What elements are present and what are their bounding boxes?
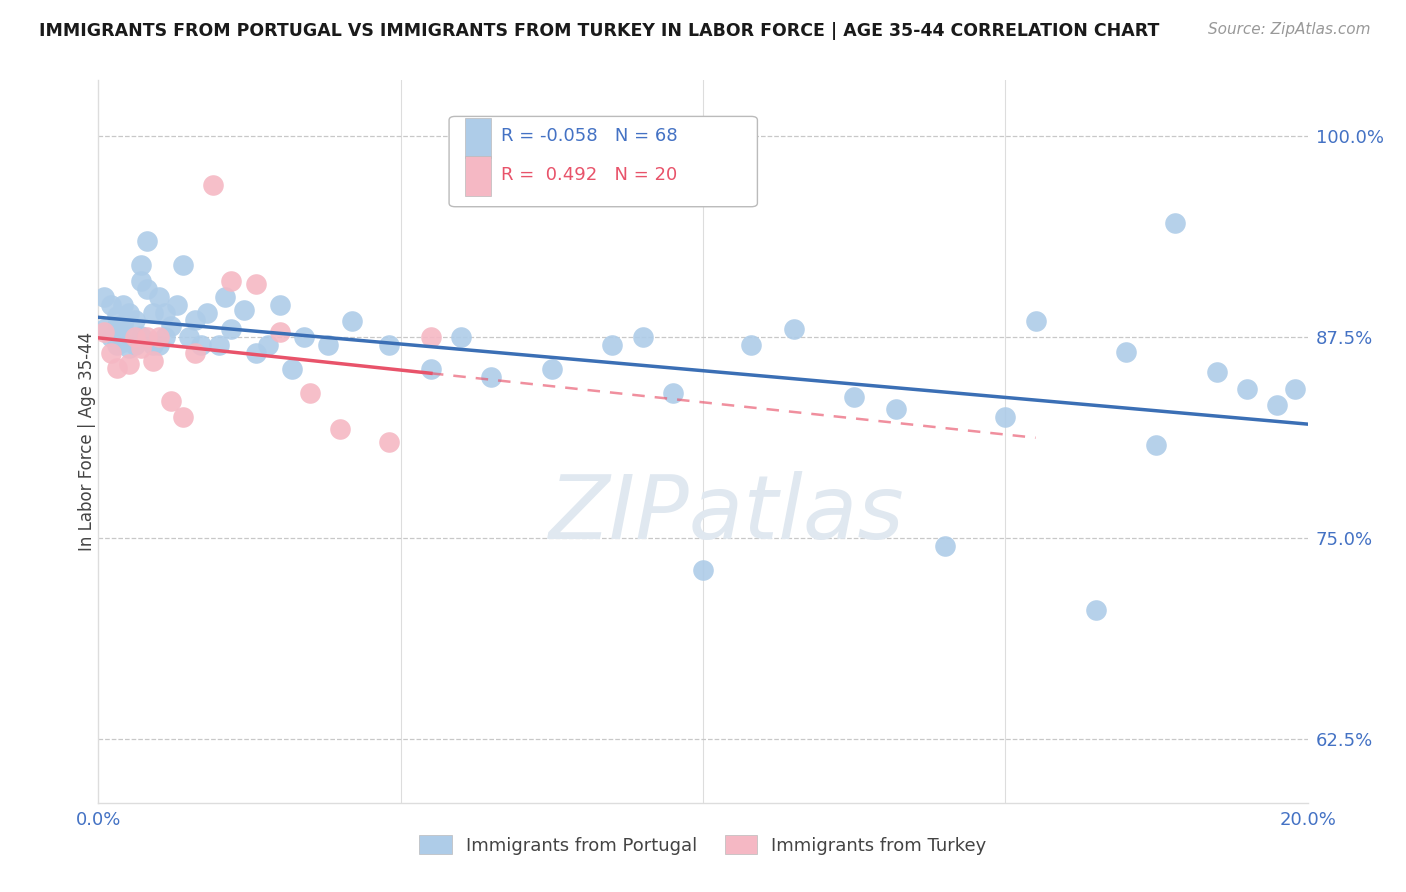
Point: [1024, 314, 1046, 328]
Text: IMMIGRANTS FROM PORTUGAL VS IMMIGRANTS FROM TURKEY IN LABOR FORCE | AGE 35-44 CO: IMMIGRANTS FROM PORTUGAL VS IMMIGRANTS F…: [39, 22, 1160, 40]
Point: [245, 277, 267, 292]
Point: [934, 539, 956, 553]
Point: [661, 386, 683, 401]
Point: [124, 338, 146, 352]
FancyBboxPatch shape: [465, 156, 492, 196]
Point: [100, 330, 122, 344]
Point: [1206, 366, 1229, 380]
Point: [994, 410, 1017, 425]
Point: [184, 312, 207, 326]
Point: [692, 563, 714, 577]
Point: [256, 338, 278, 352]
Point: [93, 322, 115, 336]
Point: [844, 390, 866, 404]
Point: [153, 306, 176, 320]
Point: [172, 258, 194, 272]
Point: [602, 338, 624, 352]
Point: [118, 358, 141, 372]
Point: [316, 338, 339, 352]
Point: [783, 322, 806, 336]
Point: [148, 338, 170, 352]
Point: [1284, 382, 1306, 396]
Text: R = -0.058   N = 68: R = -0.058 N = 68: [501, 127, 678, 145]
Point: [135, 330, 157, 344]
Point: [129, 274, 152, 288]
Point: [179, 330, 201, 344]
Point: [342, 314, 364, 328]
Point: [124, 330, 146, 344]
Point: [100, 346, 122, 360]
Point: [540, 362, 562, 376]
Point: [129, 258, 152, 272]
Point: [166, 298, 188, 312]
Legend: Immigrants from Portugal, Immigrants from Turkey: Immigrants from Portugal, Immigrants fro…: [413, 830, 993, 860]
Point: [1144, 438, 1167, 452]
Point: [214, 290, 236, 304]
Point: [269, 298, 291, 312]
Point: [377, 338, 399, 352]
Point: [129, 328, 152, 343]
Point: [129, 342, 152, 356]
Point: [142, 338, 165, 352]
Point: [118, 306, 141, 320]
Point: [740, 338, 762, 352]
Point: [184, 346, 207, 360]
Point: [93, 326, 115, 340]
Text: ZIPatlas: ZIPatlas: [550, 471, 905, 557]
Point: [111, 318, 134, 332]
Text: Source: ZipAtlas.com: Source: ZipAtlas.com: [1208, 22, 1371, 37]
Point: [153, 330, 176, 344]
Point: [202, 178, 225, 192]
Point: [481, 370, 503, 384]
Point: [142, 306, 165, 320]
Point: [1163, 216, 1185, 230]
Point: [377, 434, 399, 449]
Point: [105, 318, 128, 333]
Point: [135, 234, 157, 248]
Point: [292, 330, 315, 344]
Point: [118, 330, 141, 344]
Point: [105, 338, 128, 352]
Point: [142, 354, 165, 368]
Point: [160, 394, 183, 409]
Point: [631, 330, 654, 344]
Point: [148, 330, 170, 344]
Point: [100, 298, 122, 312]
Point: [124, 312, 146, 326]
Point: [105, 310, 128, 324]
Point: [1236, 382, 1258, 396]
Point: [190, 338, 212, 352]
Point: [172, 410, 194, 425]
Point: [195, 306, 218, 320]
Point: [118, 342, 141, 356]
Point: [1267, 398, 1289, 412]
Point: [245, 346, 267, 360]
Point: [281, 362, 304, 376]
Point: [221, 322, 243, 336]
Text: R =  0.492   N = 20: R = 0.492 N = 20: [501, 166, 678, 184]
Point: [105, 360, 128, 375]
Point: [221, 274, 243, 288]
Point: [111, 334, 134, 349]
Point: [420, 330, 443, 344]
Point: [1115, 344, 1137, 359]
FancyBboxPatch shape: [449, 117, 758, 207]
Point: [886, 402, 908, 417]
Point: [299, 386, 322, 401]
Point: [111, 298, 134, 312]
Point: [450, 330, 472, 344]
Point: [232, 302, 254, 317]
Y-axis label: In Labor Force | Age 35-44: In Labor Force | Age 35-44: [79, 332, 96, 551]
Point: [148, 290, 170, 304]
Point: [420, 362, 443, 376]
Point: [1085, 603, 1108, 617]
Point: [269, 326, 291, 340]
Point: [329, 422, 352, 436]
Point: [160, 318, 183, 333]
FancyBboxPatch shape: [465, 118, 492, 158]
Point: [93, 290, 115, 304]
Point: [208, 338, 231, 352]
Point: [135, 282, 157, 296]
